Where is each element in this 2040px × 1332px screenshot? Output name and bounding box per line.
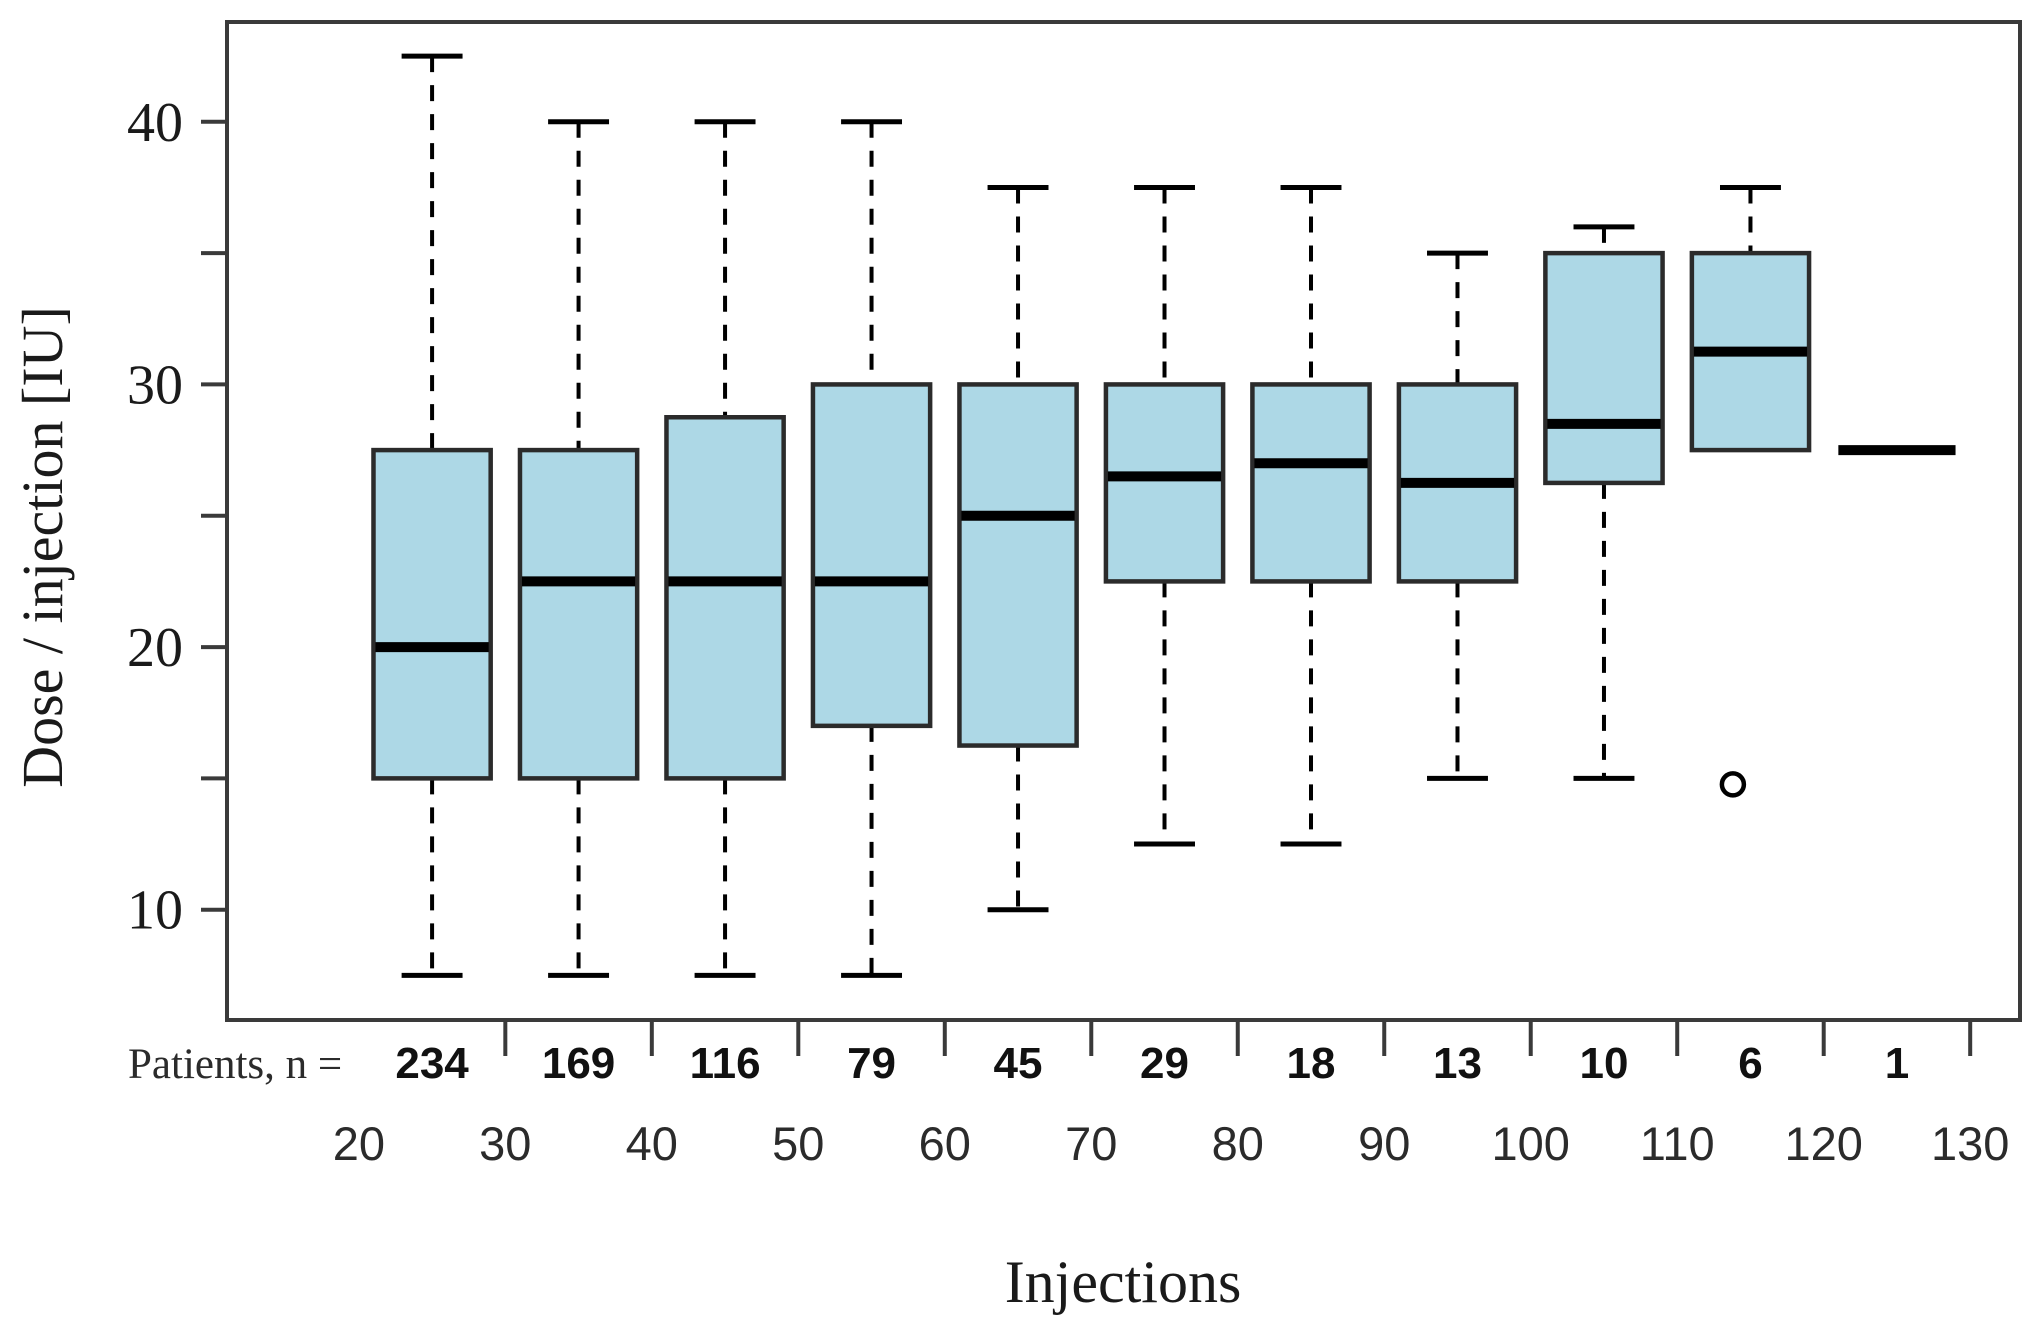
iqr-box xyxy=(1543,250,1665,486)
patient-count: 13 xyxy=(1433,1039,1482,1088)
iqr-box xyxy=(517,447,640,781)
patient-count: 6 xyxy=(1738,1039,1762,1088)
x-tick-label: 20 xyxy=(333,1117,385,1170)
patient-count: 18 xyxy=(1287,1039,1336,1088)
boxplot-group xyxy=(1250,184,1372,847)
patients-row-label: Patients, n = xyxy=(128,1041,342,1088)
outlier-point xyxy=(1719,771,1747,798)
patient-count: 1 xyxy=(1885,1039,1909,1088)
x-tick-label: 130 xyxy=(1931,1117,2009,1170)
x-tick-label: 50 xyxy=(772,1117,824,1170)
x-tick-label: 100 xyxy=(1492,1117,1570,1170)
iqr-box xyxy=(957,382,1079,748)
patient-count: 45 xyxy=(994,1039,1043,1088)
y-axis-label: Dose / injection [IU] xyxy=(10,306,75,788)
x-tick-label: 70 xyxy=(1065,1117,1117,1170)
patient-count: 10 xyxy=(1580,1039,1629,1088)
x-tick-label: 110 xyxy=(1640,1117,1715,1170)
boxplot-group xyxy=(517,119,640,978)
boxes-layer xyxy=(371,53,1956,978)
y-tick-label: 10 xyxy=(127,880,183,942)
iqr-box xyxy=(1250,382,1372,584)
iqr-box xyxy=(371,447,493,781)
patients-row-layer: 234 169 116 79 45 29 18 13 10 6 1 xyxy=(395,1039,1909,1088)
iqr-box xyxy=(664,415,786,781)
x-tick-label: 90 xyxy=(1358,1117,1410,1170)
boxplot-group xyxy=(1396,250,1519,781)
boxplot-group xyxy=(1543,224,1665,781)
x-tick-label: 40 xyxy=(626,1117,678,1170)
x-tick-label: 30 xyxy=(479,1117,531,1170)
x-tick-label: 80 xyxy=(1212,1117,1264,1170)
plot-frame xyxy=(225,20,2022,1022)
iqr-box xyxy=(1103,382,1226,584)
y-tick-label: 30 xyxy=(127,354,183,416)
boxplot-group xyxy=(810,119,933,978)
boxplot-group xyxy=(1689,184,1812,798)
patient-count: 116 xyxy=(690,1039,761,1088)
y-tick-label: 40 xyxy=(127,92,183,154)
iqr-box xyxy=(810,382,933,729)
x-axis-label: Injections xyxy=(1005,1249,1242,1315)
patient-count: 234 xyxy=(395,1039,469,1088)
axis-ticks-layer xyxy=(201,119,1973,1056)
patient-count: 29 xyxy=(1140,1039,1189,1088)
patient-count: 79 xyxy=(847,1039,896,1088)
boxplot-group xyxy=(1103,184,1226,847)
x-tick-label: 60 xyxy=(919,1117,971,1170)
boxplot-group xyxy=(371,53,493,978)
y-tick-label: 20 xyxy=(127,617,183,679)
x-tick-label: 120 xyxy=(1784,1117,1862,1170)
boxplot-group xyxy=(664,119,786,978)
boxplot-group xyxy=(957,184,1079,913)
patient-count: 169 xyxy=(542,1039,615,1088)
